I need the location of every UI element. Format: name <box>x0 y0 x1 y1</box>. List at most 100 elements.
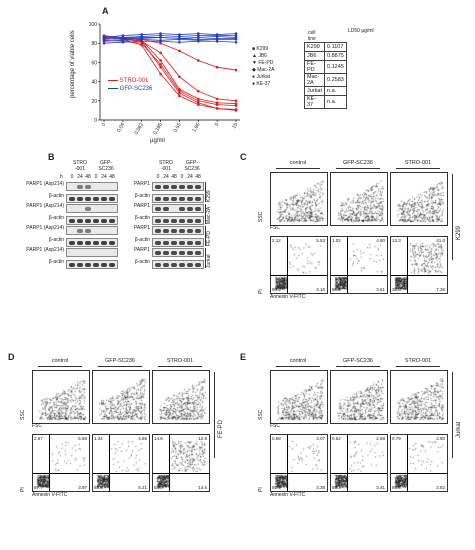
data-point <box>159 39 162 43</box>
data-point <box>234 102 238 105</box>
data-point <box>178 49 181 53</box>
group-label-stro: STRO -001 <box>73 160 87 172</box>
blot-band <box>155 206 161 211</box>
annexin-dots <box>331 237 387 293</box>
data-point <box>234 34 238 37</box>
annexin-dots <box>391 237 447 293</box>
annexin-dots <box>271 237 327 293</box>
scatter-dots <box>271 371 327 423</box>
annexin-label: Annexin V-FITC <box>270 294 306 300</box>
group-underline <box>158 366 202 367</box>
scatter-plot <box>390 370 448 424</box>
ld50-table: K299 0.1107 JB6 0.8875 FE-PD 0.1245 Mac-2A 0… <box>304 42 347 109</box>
quadrant-ll: 93.3 <box>332 485 341 490</box>
data-point <box>196 99 200 103</box>
blot-band <box>187 240 193 245</box>
group-label-gfp: GFP- SC236 <box>98 160 114 172</box>
quadrant-hline <box>331 275 387 277</box>
ld50-cell: K299 <box>304 42 325 52</box>
blot-band <box>109 196 115 201</box>
blot-band <box>109 218 115 223</box>
quadrant-vline <box>347 237 349 293</box>
quadrant-ll: 38.3 <box>392 287 401 292</box>
blot-band <box>163 240 169 245</box>
data-point <box>215 101 219 105</box>
group-label: control <box>289 160 307 166</box>
panel-d-letter: D <box>8 352 15 362</box>
quadrant-ll: 87.7 <box>34 485 43 490</box>
blot-band <box>187 184 193 189</box>
blot-band <box>69 240 75 245</box>
blot-band <box>179 196 185 201</box>
blot-band <box>69 196 75 201</box>
blot-band <box>155 218 161 223</box>
blot-band <box>179 240 185 245</box>
scatter-plot <box>92 370 150 424</box>
ld50-cell: FE-PD <box>304 60 325 74</box>
legend-cell-k299: ■ K299 <box>252 46 269 52</box>
data-point <box>196 38 200 41</box>
pi-label: PI <box>20 487 26 492</box>
blot-row-label: β-actin <box>48 193 64 199</box>
annexin-plot: 0.79 2.80 93.6 2.82 <box>390 434 448 492</box>
scatter-plot <box>270 370 328 424</box>
blot-band <box>171 218 177 223</box>
annexin-plot: 1.34 4.65 88.8 5.21 <box>92 434 150 492</box>
facs-panel-c: control GFP-SC236 STRO-001 SSC FSC 2.12 5.53 90… <box>248 160 470 340</box>
quadrant-ul: 1.34 <box>94 436 103 441</box>
legend-cell-fepd: ▼ FE-PD <box>252 60 274 66</box>
data-point <box>196 101 200 105</box>
quadrant-vline <box>49 435 51 491</box>
timepoint-label: 24 <box>101 174 107 180</box>
data-point <box>159 34 162 37</box>
blot-band <box>195 228 201 233</box>
quadrant-ul: 13.3 <box>392 238 401 243</box>
blot-band <box>179 228 185 233</box>
scatter-plot <box>330 172 388 226</box>
series-line <box>103 35 236 38</box>
group-underline <box>276 168 320 169</box>
blot-band <box>179 262 185 267</box>
blot-band <box>93 262 99 267</box>
panel-a-ylabel: percentage of viable cells <box>70 30 76 98</box>
quadrant-ur: 12.8 <box>198 436 207 441</box>
x-tick-label: 5 <box>214 122 221 128</box>
blot-band <box>69 262 75 267</box>
blot-band <box>155 240 161 245</box>
blot-band <box>85 218 91 223</box>
ld50-head-cell: cell line <box>308 30 316 42</box>
data-point <box>215 37 219 40</box>
data-point <box>234 99 238 103</box>
scatter-dots <box>153 371 209 423</box>
timepoint-label: 48 <box>171 174 177 180</box>
data-point <box>140 37 144 40</box>
legend-stro-swatch <box>108 79 118 82</box>
quadrant-ur: 5.68 <box>78 436 87 441</box>
blot-band <box>163 228 169 233</box>
group-label: STRO-001 <box>404 358 432 364</box>
panel-b-letter: B <box>48 152 55 162</box>
blot-strip <box>66 248 118 257</box>
quadrant-hline <box>391 473 447 475</box>
data-point <box>159 65 162 69</box>
data-point <box>159 51 162 55</box>
quadrant-ur: 4.65 <box>138 436 147 441</box>
timepoint-label: 48 <box>109 174 115 180</box>
y-tick-label: 80 <box>91 41 97 47</box>
timepoint-label: 0 <box>180 174 184 180</box>
quadrant-ul: 0.79 <box>392 436 401 441</box>
blot-strip <box>152 194 204 203</box>
data-point <box>178 35 181 38</box>
quadrant-hline <box>331 473 387 475</box>
data-point <box>121 38 125 41</box>
annexin-plot: 1.02 4.80 90.6 3.61 <box>330 236 388 294</box>
x-tick-label: 0.062 <box>133 122 145 136</box>
blot-band <box>179 184 185 189</box>
blot-band <box>77 184 83 189</box>
blot-band <box>109 262 115 267</box>
annexin-plot: 0.68 3.07 92.9 3.38 <box>270 434 328 492</box>
ld50-value: 0.8875 <box>323 51 347 61</box>
data-point <box>140 39 144 43</box>
cell-line-bar <box>452 372 453 458</box>
group-underline <box>396 366 440 367</box>
